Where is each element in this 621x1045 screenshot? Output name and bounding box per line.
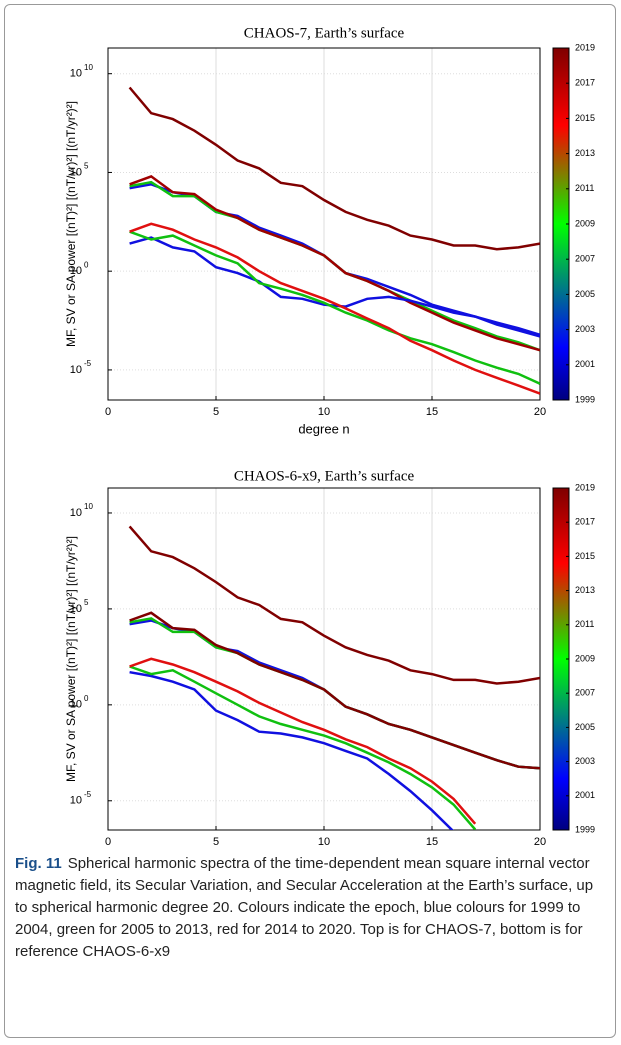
colorbar-tick-label: 2011 xyxy=(575,183,594,193)
colorbar-tick-label: 2019 xyxy=(575,482,595,492)
series-line xyxy=(129,230,540,385)
colorbar-tick-label: 2009 xyxy=(575,218,595,228)
x-tick-label: 10 xyxy=(318,406,330,418)
colorbar-tick-label: 2013 xyxy=(575,148,595,158)
series-line xyxy=(129,236,540,336)
y-tick-exponent: 0 xyxy=(84,260,89,269)
series-line xyxy=(128,525,540,685)
colorbar-tick-label: 2001 xyxy=(575,359,595,369)
caption-text: Spherical harmonic spectra of the time-d… xyxy=(15,855,594,960)
series-line xyxy=(129,665,477,830)
colorbar-tick-label: 2003 xyxy=(575,324,595,334)
y-tick-exponent: 0 xyxy=(84,694,89,703)
y-tick-exponent: 5 xyxy=(84,598,89,607)
colorbar-tick-label: 2015 xyxy=(575,113,595,123)
x-tick-label: 0 xyxy=(105,406,111,418)
chart-title: CHAOS-6-x9, Earth’s surface xyxy=(234,468,415,484)
y-tick-exponent: 5 xyxy=(84,162,89,171)
y-tick-label: 10 xyxy=(70,68,82,80)
y-tick-exponent: 10 xyxy=(84,502,93,511)
colorbar-tick-label: 2019 xyxy=(575,42,595,52)
series-line xyxy=(128,86,540,251)
plot-frame xyxy=(107,487,541,831)
y-tick-label: 10 xyxy=(70,265,82,277)
series-line xyxy=(129,611,540,770)
x-tick-label: 15 xyxy=(426,406,438,418)
series-line xyxy=(129,222,540,395)
y-axis-label: MF, SV or SA power [(nT)²] [(nT/yr)²] [(… xyxy=(64,536,78,782)
colorbar-tick-label: 2009 xyxy=(575,653,595,663)
colorbar-tick-label: 1999 xyxy=(575,824,595,834)
series-line xyxy=(129,657,477,825)
colorbar-tick-label: 2011 xyxy=(575,619,594,629)
y-tick-label: 10 xyxy=(70,166,82,178)
x-tick-label: 5 xyxy=(213,836,219,848)
colorbar-tick-label: 2017 xyxy=(575,517,595,527)
x-tick-label: 20 xyxy=(534,406,546,418)
y-tick-exponent: -5 xyxy=(84,359,92,368)
plot-frame xyxy=(107,47,541,401)
y-tick-label: 10 xyxy=(70,699,82,711)
colorbar-tick-label: 2007 xyxy=(575,688,595,698)
x-axis-label: degree n xyxy=(298,421,349,436)
x-tick-label: 15 xyxy=(426,836,438,848)
figure-frame xyxy=(4,4,616,1038)
y-tick-label: 10 xyxy=(70,603,82,615)
x-tick-label: 20 xyxy=(534,836,546,848)
x-tick-label: 0 xyxy=(105,836,111,848)
y-tick-label: 10 xyxy=(70,507,82,519)
y-tick-exponent: 10 xyxy=(84,63,93,72)
caption-label: Fig. 11 xyxy=(15,855,62,872)
colorbar-tick-label: 2005 xyxy=(575,722,595,732)
colorbar-tick-label: 2003 xyxy=(575,756,595,766)
colorbar-tick-label: 1999 xyxy=(575,394,595,404)
x-tick-label: 10 xyxy=(318,836,330,848)
colorbar-tick-label: 2013 xyxy=(575,585,595,595)
chart-title: CHAOS-7, Earth’s surface xyxy=(244,25,405,41)
colorbar-tick-label: 2007 xyxy=(575,254,595,264)
y-tick-label: 10 xyxy=(70,364,82,376)
series-line xyxy=(129,180,540,352)
caption: Fig. 11 Spherical harmonic spectra of the… xyxy=(15,853,605,963)
colorbar-tick-label: 2015 xyxy=(575,551,595,561)
series-line xyxy=(129,670,454,830)
series-line xyxy=(129,174,540,352)
y-tick-exponent: -5 xyxy=(84,790,92,799)
colorbar-tick-label: 2001 xyxy=(575,790,595,800)
colorbar-tick-label: 2017 xyxy=(575,78,595,88)
y-tick-label: 10 xyxy=(70,795,82,807)
y-axis-label: MF, SV or SA power [(nT)²] [(nT/yr)²] [(… xyxy=(64,101,78,347)
x-tick-label: 5 xyxy=(213,406,219,418)
colorbar-tick-label: 2005 xyxy=(575,289,595,299)
